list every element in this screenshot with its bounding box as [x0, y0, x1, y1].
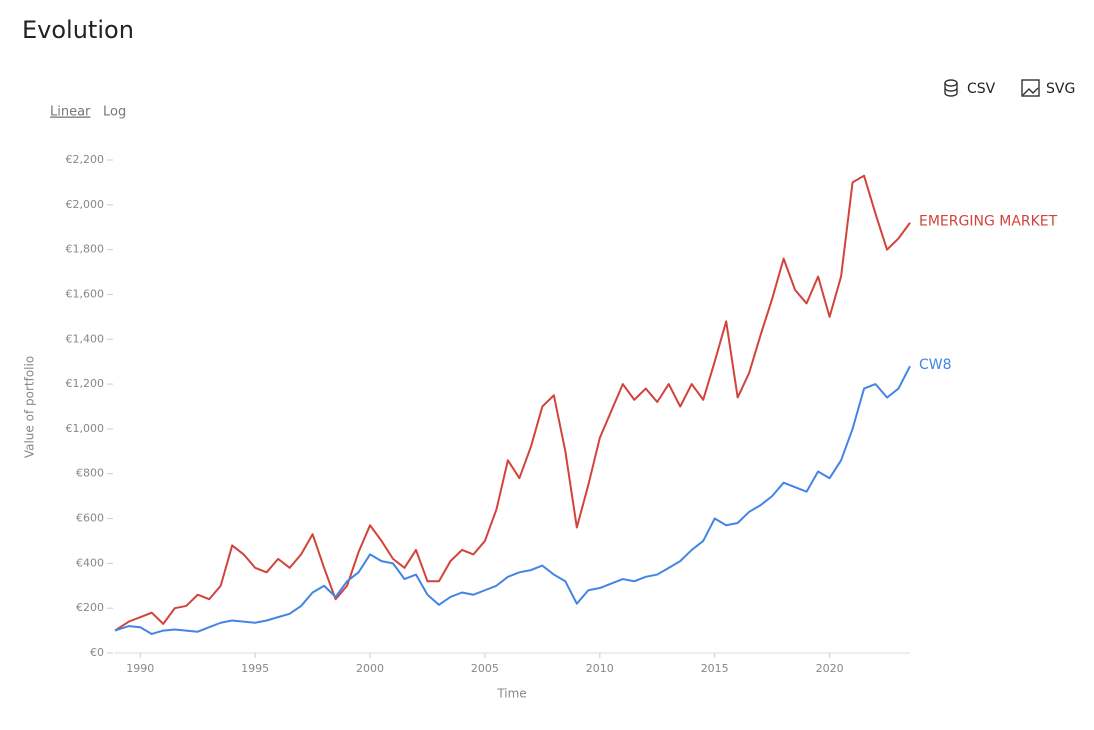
y-tick-label: €2,200: [66, 153, 105, 166]
svg-icon: [1021, 79, 1040, 97]
log-toggle[interactable]: Log: [103, 105, 126, 120]
y-tick-label: €0: [90, 646, 104, 659]
x-tick-label: 2000: [356, 662, 384, 675]
x-axis-label: Time: [496, 687, 526, 701]
y-tick-label: €1,400: [66, 332, 105, 345]
x-tick-label: 2020: [816, 662, 844, 675]
series-line: [114, 174, 911, 632]
csv-button[interactable]: CSV: [944, 79, 996, 97]
y-tick-label: €1,200: [66, 377, 105, 390]
x-tick-label: 2015: [701, 662, 729, 675]
y-tick-label: €400: [76, 556, 104, 569]
page-title: Evolution: [22, 16, 134, 44]
csv-icon: [944, 83, 958, 97]
series-label: EMERGING MARKET: [919, 214, 1058, 230]
svg-label: SVG: [1046, 81, 1075, 97]
y-tick-label: €1,600: [66, 287, 105, 300]
series-line: [114, 365, 911, 635]
y-axis-label: Value of portfolio: [23, 356, 37, 458]
x-tick-label: 2010: [586, 662, 614, 675]
y-tick-label: €800: [76, 467, 104, 480]
y-tick-label: €200: [76, 601, 104, 614]
csv-label: CSV: [967, 81, 996, 97]
svg-button[interactable]: SVG: [1021, 79, 1075, 97]
y-tick-label: €1,800: [66, 243, 105, 256]
csv-icon: [944, 79, 958, 87]
series-label: CW8: [919, 357, 952, 373]
y-tick-label: €2,000: [66, 198, 105, 211]
svg-icon: [1022, 87, 1039, 96]
y-tick-label: €600: [76, 512, 104, 525]
x-tick-label: 1990: [126, 662, 154, 675]
linear-toggle[interactable]: Linear: [50, 105, 91, 120]
x-tick-label: 1995: [241, 662, 269, 675]
x-tick-label: 2005: [471, 662, 499, 675]
y-tick-label: €1,000: [66, 422, 105, 435]
